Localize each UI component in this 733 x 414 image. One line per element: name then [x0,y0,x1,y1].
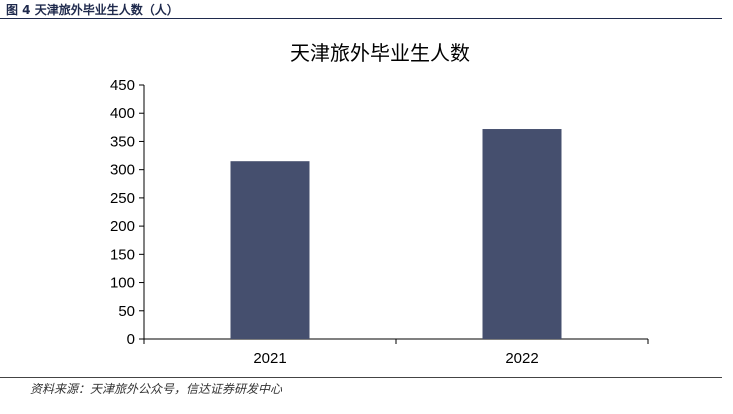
y-tick-label: 300 [110,162,135,179]
x-tick-label: 2021 [253,350,286,367]
bar-2022 [482,129,562,339]
bottom-divider [0,377,722,378]
y-tick-label: 100 [110,275,135,292]
y-axis: 0 50 100 150 200 250 300 350 400 450 [110,77,145,348]
x-axis: 2021 2022 [143,338,649,367]
y-tick-label: 350 [110,133,135,150]
y-tick-label: 50 [118,303,135,320]
bar-2021 [230,161,310,339]
y-tick-label: 250 [110,190,135,207]
x-tick-label: 2022 [505,350,538,367]
y-tick-label: 150 [110,246,135,263]
y-tick-label: 200 [110,218,135,235]
top-divider [0,18,722,19]
source-note: 资料来源：天津旅外公众号，信达证券研发中心 [30,382,283,396]
bars [230,129,562,339]
y-tick-label: 400 [110,105,135,122]
figure-caption: 图 4 天津旅外毕业生人数（人） [6,3,179,17]
y-tick-label: 450 [110,77,135,94]
chart-title: 天津旅外毕业生人数 [290,41,470,65]
y-tick-label: 0 [127,331,135,348]
